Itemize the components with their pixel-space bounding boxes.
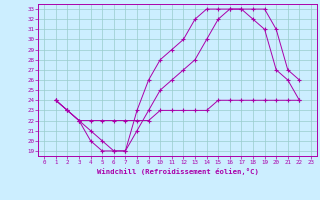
X-axis label: Windchill (Refroidissement éolien,°C): Windchill (Refroidissement éolien,°C) bbox=[97, 168, 259, 175]
